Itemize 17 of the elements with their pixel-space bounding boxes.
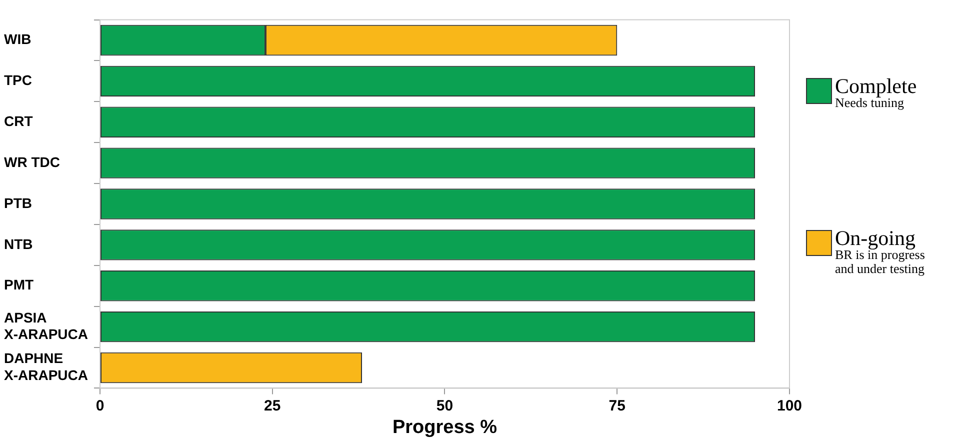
- x-tick-label: 100: [776, 397, 802, 414]
- y-tick-label: TPC: [4, 72, 32, 88]
- y-tick-label: DAPHNE X-ARAPUCA: [4, 350, 88, 383]
- x-axis-title: Progress %: [392, 416, 498, 438]
- y-tick-label: APSIA X-ARAPUCA: [4, 309, 88, 342]
- x-tick-label: 25: [264, 397, 281, 414]
- text: Complete: [835, 74, 917, 98]
- y-tick-label: WR TDC: [4, 154, 60, 170]
- x-tick-label: 75: [608, 397, 626, 414]
- y-tick-label: WIB: [4, 31, 32, 48]
- y-tick-label: CRT: [4, 112, 34, 129]
- x-tick-label: 0: [96, 397, 104, 414]
- x-tick-label: 50: [436, 397, 454, 414]
- y-tick-label: NTB: [4, 236, 33, 252]
- legend-label: On-going: [835, 226, 916, 250]
- y-tick-label: PTB: [4, 194, 32, 211]
- y-tick-label: PMT: [4, 276, 34, 293]
